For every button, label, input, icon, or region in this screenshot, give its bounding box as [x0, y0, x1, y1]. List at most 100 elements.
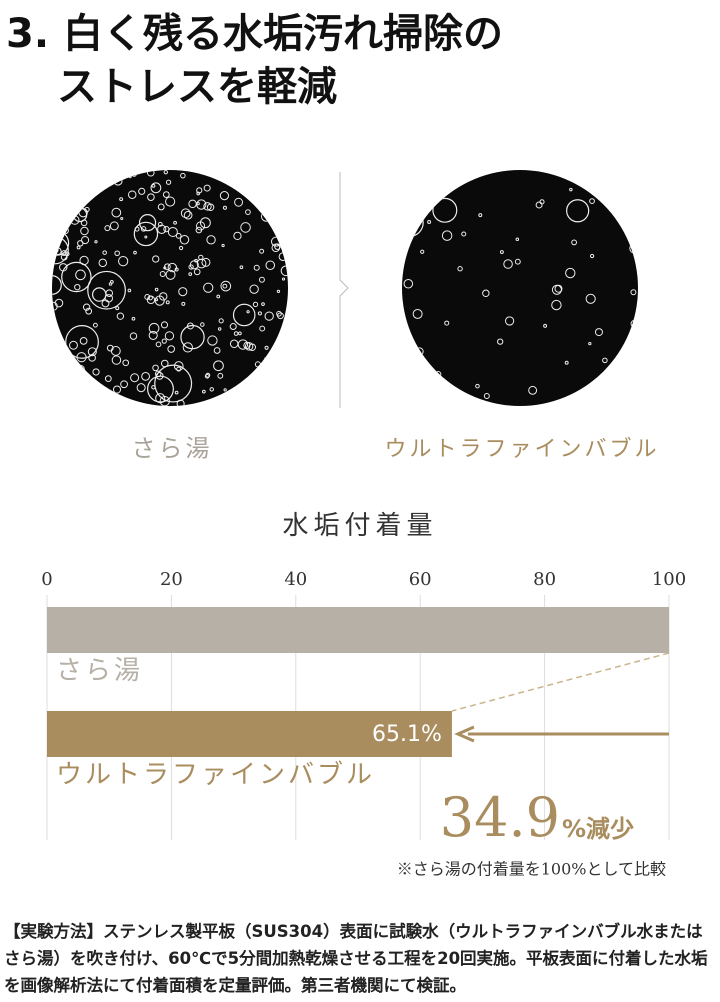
- speck: [402, 213, 406, 218]
- speck: [258, 390, 265, 397]
- dashed-connector: [451, 652, 670, 712]
- speck: [173, 361, 184, 371]
- speck: [196, 202, 200, 206]
- speck: [174, 390, 179, 395]
- speck: [138, 214, 157, 232]
- speck: [626, 203, 635, 211]
- speck: [257, 198, 262, 203]
- speck: [203, 184, 211, 192]
- x-tick-label: 60: [409, 569, 432, 590]
- speck: [482, 289, 490, 297]
- speck: [232, 303, 256, 327]
- speck: [104, 375, 112, 383]
- chart-title: 水垢付着量: [282, 511, 437, 541]
- speck: [216, 294, 221, 299]
- speck: [102, 250, 107, 255]
- speck: [53, 202, 63, 211]
- speck: [233, 231, 242, 241]
- x-tick-label: 0: [41, 569, 52, 590]
- speck: [193, 268, 201, 276]
- speck: [427, 220, 432, 224]
- speck: [259, 248, 265, 254]
- speck: [207, 335, 218, 346]
- speck: [81, 236, 90, 245]
- speck: [159, 271, 166, 278]
- speck: [179, 234, 190, 245]
- speck: [257, 311, 262, 316]
- speck: [163, 170, 168, 175]
- speck: [106, 391, 112, 397]
- speck: [112, 393, 120, 400]
- speck: [105, 289, 114, 297]
- speck: [75, 269, 86, 281]
- speck: [247, 392, 254, 399]
- speck: [569, 187, 573, 192]
- speck: [66, 206, 71, 210]
- speck: [180, 324, 205, 350]
- speck: [88, 399, 96, 406]
- title-line: 3. 白く残る水垢汚れ掃除の: [6, 11, 503, 57]
- speck: [165, 179, 172, 185]
- speck: [151, 183, 156, 188]
- speck: [119, 403, 124, 406]
- speck: [152, 364, 159, 372]
- speck: [131, 316, 136, 321]
- speck: [564, 360, 569, 365]
- speck: [503, 259, 513, 269]
- speck: [69, 340, 78, 350]
- infographic: 3. 白く残る水垢汚れ掃除の ストレスを軽減 さら湯 ウルトラファインバブル 水…: [6, 11, 686, 879]
- speck: [118, 256, 129, 267]
- speck: [154, 287, 159, 292]
- speck: [265, 260, 276, 271]
- speck: [75, 364, 85, 375]
- speck: [221, 243, 225, 248]
- speck: [403, 278, 414, 289]
- speck: [273, 170, 279, 174]
- speck: [243, 397, 253, 406]
- speck: [102, 390, 109, 396]
- speck: [181, 301, 186, 306]
- speck: [551, 299, 562, 311]
- speck: [87, 270, 126, 310]
- speck: [246, 310, 250, 314]
- speck: [554, 284, 563, 293]
- speck: [209, 387, 214, 392]
- speck: [148, 330, 158, 340]
- speck: [66, 220, 71, 225]
- sample-image: [52, 170, 288, 406]
- speck: [119, 197, 124, 202]
- speck: [253, 264, 260, 271]
- speck: [217, 372, 224, 379]
- speck: [165, 269, 176, 280]
- speck: [173, 220, 177, 225]
- speck: [250, 175, 255, 179]
- speck: [528, 385, 538, 395]
- speck: [206, 235, 216, 245]
- speck: [147, 193, 155, 201]
- speck: [67, 374, 74, 381]
- speck: [499, 250, 504, 254]
- speck: [165, 196, 176, 207]
- category-label: さら湯: [56, 656, 143, 686]
- speck: [79, 255, 89, 266]
- speck: [115, 306, 120, 311]
- method-note: 【実験方法】ステンレス製平板（SUS304）表面に試験水（ウルトラファインバブル…: [4, 922, 708, 995]
- speck: [106, 344, 114, 352]
- bar: [47, 607, 669, 653]
- speck: [402, 173, 409, 181]
- speck: [180, 208, 191, 219]
- speck: [413, 215, 418, 220]
- speck: [61, 250, 67, 256]
- speck: [235, 172, 243, 180]
- speck: [152, 255, 160, 263]
- x-tick-label: 80: [533, 569, 556, 590]
- speck: [104, 225, 111, 232]
- speck: [629, 340, 638, 352]
- speck: [129, 332, 138, 340]
- speck: [155, 341, 162, 348]
- speck: [147, 375, 174, 403]
- speck: [264, 357, 268, 361]
- speck: [159, 292, 168, 301]
- value-label: 65.1%: [372, 722, 442, 747]
